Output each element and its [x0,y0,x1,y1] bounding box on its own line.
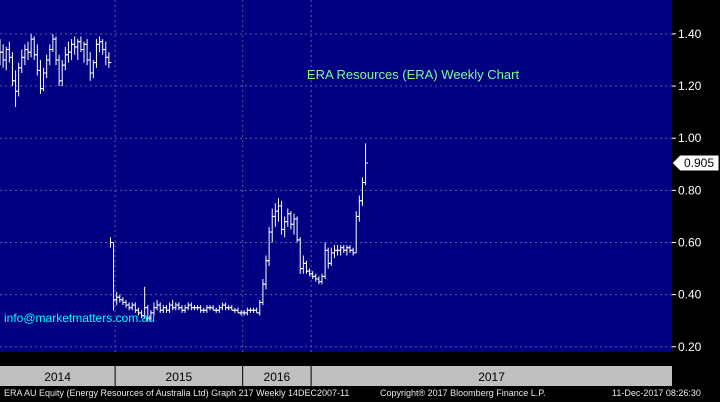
ohlc-bar [363,143,369,186]
y-axis-band [672,0,720,386]
x-axis-labels: 2014 2015 2016 2017 [44,370,505,384]
grid-lines [0,0,672,386]
footer-security-info: ERA AU Equity (Energy Resources of Austr… [4,388,350,398]
plot-background [0,0,672,352]
y-tick-label: 1.20 [678,79,702,93]
last-price-tag: 0.905 [671,154,720,172]
footer-copyright: Copyright® 2017 Bloomberg Finance L.P. [380,388,546,398]
footer-timestamp: 11-Dec-2017 08:26:30 [612,388,701,398]
footer-bar: ERA AU Equity (Energy Resources of Austr… [0,386,720,402]
last-price-label: 0.905 [684,156,714,170]
y-tick-label: 0.80 [678,183,702,197]
y-tick-label: 0.20 [678,340,702,354]
y-axis-ticks: 1.40 1.20 1.00 0.80 0.60 0.40 0.20 [672,27,702,354]
x-axis-label: 2015 [166,370,193,384]
y-tick-label: 0.40 [678,288,702,302]
price-bars [0,33,369,321]
x-axis-band [0,366,672,386]
x-axis-label: 2016 [264,370,291,384]
x-axis-label: 2014 [44,370,71,384]
chart-title: ERA Resources (ERA) Weekly Chart [307,67,520,82]
x-axis-label: 2017 [478,370,505,384]
y-tick-label: 1.00 [678,131,702,145]
watermark-email: info@marketmatters.com.au [4,311,155,325]
y-tick-label: 1.40 [678,27,702,41]
y-tick-label: 0.60 [678,235,702,249]
